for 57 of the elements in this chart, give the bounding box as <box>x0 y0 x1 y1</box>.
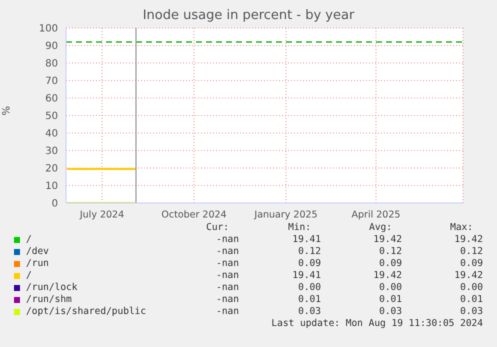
text: 0.03 <box>379 306 402 317</box>
text: Max: <box>450 222 473 233</box>
text: Last update: Mon Aug 19 11:30:05 2024 <box>271 318 483 329</box>
y-tick-label: 70 <box>45 76 58 88</box>
text: Avg: <box>369 222 392 233</box>
text: 0.12 <box>298 246 321 257</box>
legend-label: /run <box>26 258 49 269</box>
legend-label: /run/lock <box>26 282 78 293</box>
text: -nan <box>216 306 239 317</box>
y-axis-title: % <box>2 106 13 116</box>
text: -nan <box>216 294 239 305</box>
text: 19.41 <box>292 234 321 245</box>
legend-label: / <box>26 234 32 245</box>
y-tick-label: 20 <box>45 164 58 175</box>
text: 19.42 <box>454 270 483 281</box>
text: 0.00 <box>379 282 402 293</box>
text: 0.03 <box>298 306 321 317</box>
text: 0.09 <box>460 258 483 269</box>
text: 0.01 <box>298 294 321 305</box>
text: 19.42 <box>373 234 402 245</box>
legend-label: / <box>26 270 32 281</box>
x-tick-label: April 2025 <box>352 210 400 221</box>
y-tick-label: 50 <box>45 111 58 122</box>
y-tick-label: 80 <box>45 58 58 70</box>
text: 0.00 <box>298 282 321 293</box>
text: 19.41 <box>292 270 321 281</box>
text: Min: <box>288 222 311 233</box>
text: 0.00 <box>460 282 483 293</box>
text: 19.42 <box>454 234 483 245</box>
y-tick-label: 40 <box>45 128 58 140</box>
x-tick-label: October 2024 <box>161 210 227 221</box>
text: -nan <box>216 258 239 269</box>
text: 0.01 <box>379 294 402 305</box>
x-tick-label: January 2025 <box>253 210 318 221</box>
legend-label: /opt/is/shared/public <box>26 306 146 317</box>
y-tick-label: 90 <box>45 41 58 52</box>
text: -nan <box>216 246 239 257</box>
legend-label: /run/shm <box>26 294 72 305</box>
text: -nan <box>216 282 239 293</box>
y-tick-label: 30 <box>45 146 58 158</box>
text: 0.09 <box>298 258 321 269</box>
text: -nan <box>216 270 239 281</box>
text: Cur: <box>206 222 229 233</box>
x-tick-label: July 2024 <box>78 210 124 221</box>
y-tick-label: 0 <box>52 198 58 210</box>
y-tick-label: 100 <box>38 24 58 35</box>
text: 0.09 <box>379 258 402 269</box>
text: 0.03 <box>460 306 483 317</box>
legend-label: /dev <box>26 246 49 257</box>
y-tick-label: 60 <box>45 94 58 105</box>
text: -nan <box>216 234 239 245</box>
chart-title: Inode usage in percent - by year <box>142 8 356 23</box>
text: 19.42 <box>373 270 402 281</box>
y-tick-label: 10 <box>45 181 58 192</box>
text: 0.12 <box>379 246 402 257</box>
text: 0.12 <box>460 246 483 257</box>
text: 0.01 <box>460 294 483 305</box>
